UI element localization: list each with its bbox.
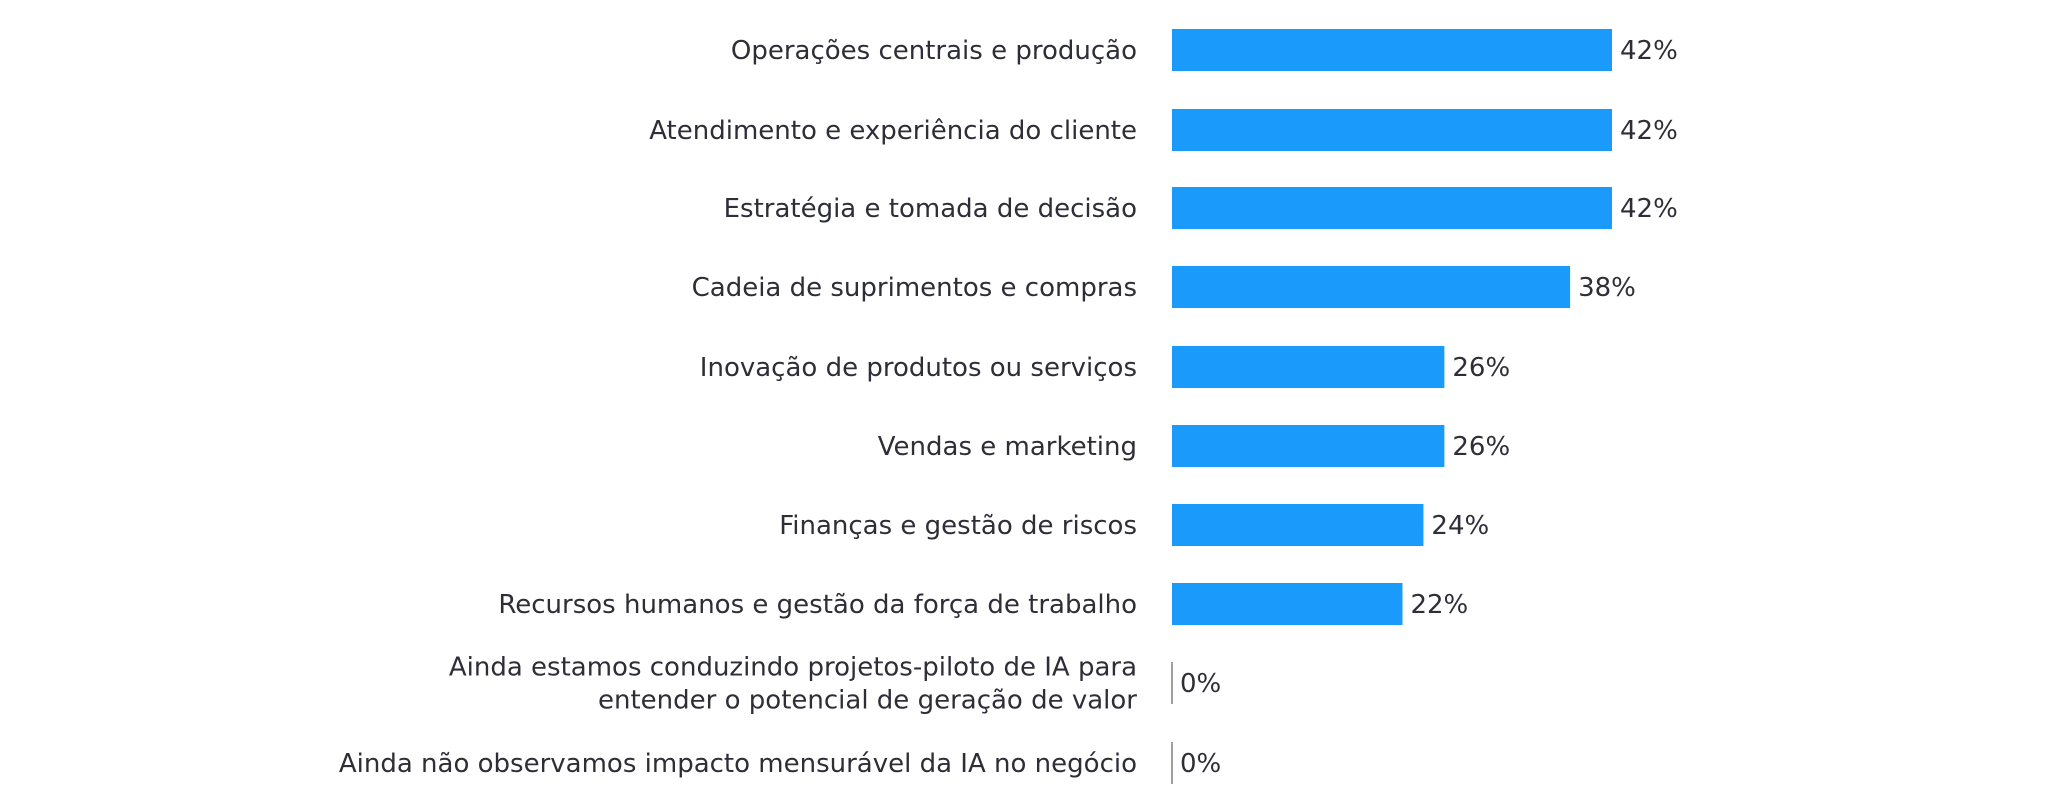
category-label-line: Cadeia de suprimentos e compras — [692, 273, 1137, 303]
category-label-3: Cadeia de suprimentos e compras — [692, 273, 1137, 303]
bar-2 — [1172, 187, 1612, 229]
category-label-line: Inovação de produtos ou serviços — [700, 353, 1137, 383]
category-label-0: Operações centrais e produção — [731, 36, 1137, 66]
value-label-6: 24% — [1431, 511, 1489, 541]
category-label-2: Estratégia e tomada de decisão — [724, 194, 1137, 224]
bar-7 — [1172, 583, 1403, 625]
bar-3 — [1172, 266, 1571, 308]
bars-group — [1171, 29, 1612, 784]
category-label-4: Inovação de produtos ou serviços — [700, 353, 1137, 383]
bar-6 — [1172, 504, 1424, 546]
category-label-8: Ainda estamos conduzindo projetos-piloto… — [449, 653, 1137, 716]
category-label-line: Atendimento e experiência do cliente — [649, 116, 1137, 146]
value-label-2: 42% — [1620, 194, 1678, 224]
category-label-1: Atendimento e experiência do cliente — [649, 116, 1137, 146]
category-label-line: Operações centrais e produção — [731, 36, 1137, 66]
bar-5 — [1172, 425, 1445, 467]
value-label-5: 26% — [1452, 432, 1510, 462]
value-label-3: 38% — [1578, 273, 1636, 303]
category-label-line: Ainda não observamos impacto mensurável … — [339, 749, 1137, 779]
bar-4 — [1172, 346, 1445, 388]
category-label-7: Recursos humanos e gestão da força de tr… — [498, 590, 1137, 620]
value-label-7: 22% — [1410, 590, 1468, 620]
category-label-line: Estratégia e tomada de decisão — [724, 194, 1137, 224]
category-label-line: Finanças e gestão de riscos — [779, 511, 1137, 541]
category-label-line: entender o potencial de geração de valor — [598, 686, 1137, 716]
value-label-4: 26% — [1452, 353, 1510, 383]
category-label-line: Recursos humanos e gestão da força de tr… — [498, 590, 1137, 620]
value-label-8: 0% — [1180, 669, 1221, 699]
value-label-9: 0% — [1180, 749, 1221, 779]
category-labels-group: Operações centrais e produção Atendimento… — [339, 36, 1137, 779]
category-label-6: Finanças e gestão de riscos — [779, 511, 1137, 541]
value-label-0: 42% — [1620, 36, 1678, 66]
category-label-line: Vendas e marketing — [878, 432, 1137, 462]
category-label-5: Vendas e marketing — [878, 432, 1137, 462]
category-label-line: Ainda estamos conduzindo projetos-piloto… — [449, 653, 1137, 683]
bar-1 — [1172, 109, 1612, 151]
category-label-9: Ainda não observamos impacto mensurável … — [339, 749, 1137, 779]
value-labels-group: 42% 42% 42% 38% 26% 26% 24% 22% 0% 0% — [1180, 36, 1678, 779]
value-label-1: 42% — [1620, 116, 1678, 146]
bar-0 — [1172, 29, 1612, 71]
